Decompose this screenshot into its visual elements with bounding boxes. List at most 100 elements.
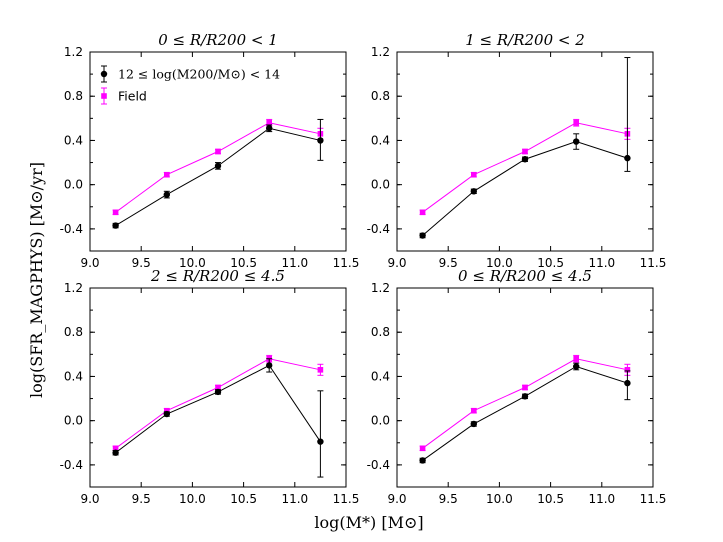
group-data-point xyxy=(112,222,119,229)
field-data-point xyxy=(164,171,170,178)
x-axis-label: log(M*) [M⊙] xyxy=(314,513,423,532)
panels-group: 0 ≤ R/R200 < 1 9.0 9.5 10.0 10.5 11.0 11.5 -0.4… xyxy=(60,31,667,506)
group-data-point xyxy=(419,457,426,464)
y-axis-label: log(SFR_MAGPHYS) [M⊙/yr] xyxy=(27,162,46,398)
group-data-point xyxy=(573,363,580,370)
group-data-point xyxy=(266,125,273,132)
field-series-line xyxy=(115,358,321,449)
x-tick-label: 9.5 xyxy=(132,492,151,506)
y-tick-label: 1.2 xyxy=(64,45,83,59)
panel-1: 0 ≤ R/R200 < 1 9.0 9.5 10.0 10.5 11.0 11.5 -0.4… xyxy=(60,31,360,270)
y-tick-label: -0.4 xyxy=(60,458,83,472)
group-data-point xyxy=(573,138,580,145)
x-tick-label: 9.0 xyxy=(80,256,99,270)
group-data-point xyxy=(419,232,426,239)
x-tick-label: 11.0 xyxy=(281,492,308,506)
x-tick-label: 9.5 xyxy=(439,256,458,270)
group-series-line xyxy=(115,364,321,454)
panel-title: 1 ≤ R/R200 < 2 xyxy=(465,31,585,49)
panel-title: 0 ≤ R/R200 ≤ 4.5 xyxy=(458,267,592,285)
x-tick-label: 10.5 xyxy=(537,256,564,270)
panel-frame xyxy=(89,51,347,252)
x-tick-label: 9.5 xyxy=(132,256,151,270)
field-data-point xyxy=(522,384,528,391)
x-tick-label: 10.0 xyxy=(179,256,206,270)
field-data-point xyxy=(317,367,324,373)
y-tick-label: 0.0 xyxy=(64,178,83,192)
group-data-point xyxy=(521,156,529,163)
y-tick-label: 0.8 xyxy=(64,325,83,339)
legend-marker-group xyxy=(100,70,108,78)
x-tick-label: 11.0 xyxy=(588,256,615,270)
group-data-point xyxy=(317,438,324,445)
x-tick-label: 9.0 xyxy=(387,256,406,270)
panel-4: 0 ≤ R/R200 ≤ 4.5 9.0 9.5 10.0 10.5 11.0 11.5 -0… xyxy=(367,267,667,506)
x-tick-label: 10.0 xyxy=(486,492,513,506)
y-tick-label: 0.0 xyxy=(64,414,83,428)
panel-2: 1 ≤ R/R200 < 2 9.0 9.5 10.0 10.5 11.0 11.5 -0.4… xyxy=(367,31,667,270)
y-tick-label: 0.8 xyxy=(64,89,83,103)
field-data-point xyxy=(471,171,477,178)
y-tick-label: 0.4 xyxy=(64,133,83,147)
x-tick-label: 9.0 xyxy=(387,492,406,506)
group-data-point xyxy=(470,420,477,428)
x-tick-label: 11.5 xyxy=(333,492,360,506)
x-tick-label: 10.5 xyxy=(230,256,257,270)
field-series-line xyxy=(422,358,628,449)
group-data-point xyxy=(163,191,170,198)
group-data-point xyxy=(470,188,477,195)
x-tick-label: 11.0 xyxy=(281,256,308,270)
x-tick-label: 9.5 xyxy=(439,492,458,506)
y-tick-label: 0.4 xyxy=(371,133,390,147)
field-data-point xyxy=(522,148,528,155)
x-tick-label: 10.0 xyxy=(486,256,513,270)
y-tick-label: -0.4 xyxy=(367,222,390,236)
group-data-point xyxy=(163,410,170,418)
field-data-point xyxy=(215,148,221,155)
legend-marker-field xyxy=(101,93,107,99)
group-data-point xyxy=(624,154,631,162)
panel-frame xyxy=(396,51,654,252)
y-tick-label: 0.8 xyxy=(371,325,390,339)
legend-label: 12 ≤ log(M200/M⊙) < 14 xyxy=(118,67,280,82)
field-data-point xyxy=(573,119,579,126)
panel-3: 2 ≤ R/R200 ≤ 4.5 9.0 9.5 10.0 10.5 11.0 11.5 -0… xyxy=(60,267,360,506)
legend-label: Field xyxy=(118,89,147,104)
group-data-point xyxy=(521,393,529,400)
group-data-point xyxy=(266,362,273,369)
y-tick-label: 1.2 xyxy=(64,281,83,295)
field-data-point xyxy=(164,407,170,414)
group-series-line xyxy=(422,141,628,236)
y-tick-label: 0.0 xyxy=(371,178,390,192)
legend: 12 ≤ log(M200/M⊙) < 14 Field xyxy=(100,65,280,105)
group-series-line xyxy=(422,365,628,461)
x-tick-label: 11.5 xyxy=(333,256,360,270)
x-tick-label: 9.0 xyxy=(80,492,99,506)
field-data-point xyxy=(266,119,272,126)
group-data-point xyxy=(112,449,119,456)
x-tick-label: 11.0 xyxy=(588,492,615,506)
y-tick-label: -0.4 xyxy=(60,222,83,236)
y-tick-label: 0.0 xyxy=(371,414,390,428)
x-tick-label: 10.5 xyxy=(230,492,257,506)
field-data-point xyxy=(624,367,631,373)
panel-title: 2 ≤ R/R200 ≤ 4.5 xyxy=(150,267,285,285)
y-tick-label: 0.4 xyxy=(64,369,83,383)
y-tick-label: 0.8 xyxy=(371,89,390,103)
group-data-point xyxy=(214,162,222,170)
field-data-point xyxy=(471,407,477,414)
group-data-point xyxy=(214,388,222,396)
panel-frame xyxy=(89,287,347,488)
y-tick-label: 1.2 xyxy=(371,281,390,295)
field-data-point xyxy=(419,445,426,452)
x-tick-label: 10.0 xyxy=(179,492,206,506)
x-tick-label: 11.5 xyxy=(640,492,667,506)
group-data-point xyxy=(624,379,631,387)
field-data-point xyxy=(112,445,119,452)
field-data-point xyxy=(112,209,119,216)
field-data-point xyxy=(215,384,221,391)
field-series-line xyxy=(422,122,628,213)
panel-frame xyxy=(396,287,654,488)
group-data-point xyxy=(317,137,324,144)
